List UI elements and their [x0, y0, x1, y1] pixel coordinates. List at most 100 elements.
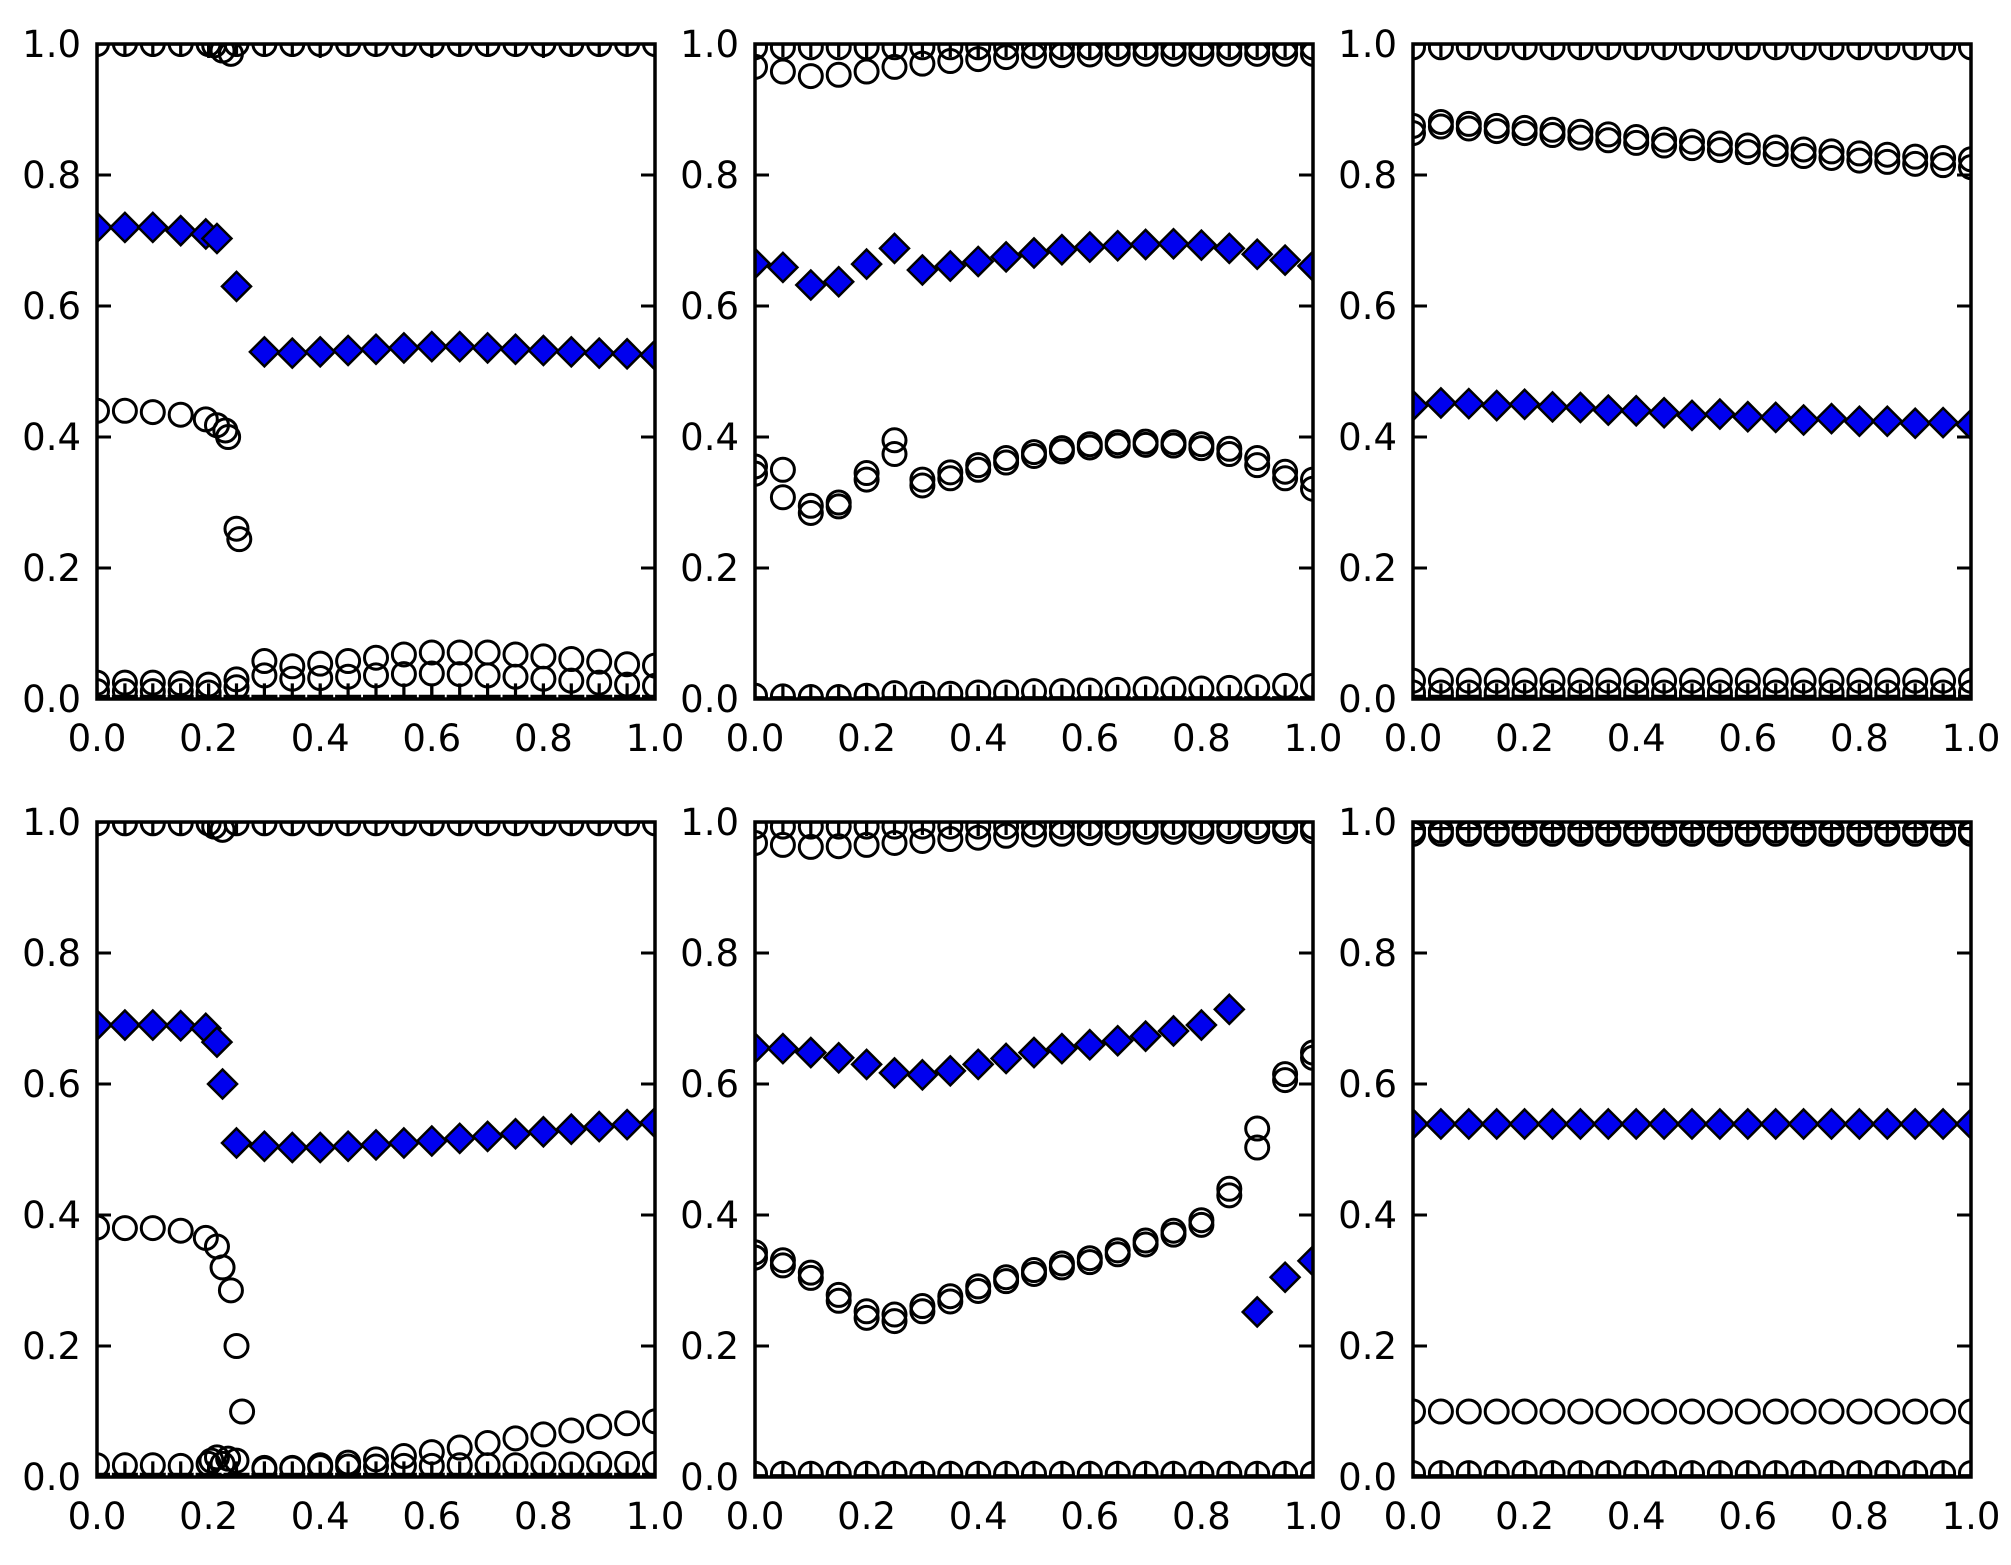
diamond-marker — [1073, 230, 1107, 264]
circle-marker — [1076, 822, 1103, 847]
circle-marker — [937, 822, 964, 840]
circle-marker — [1958, 822, 1971, 847]
circle-marker — [1818, 138, 1845, 165]
diamond-marker — [822, 265, 855, 299]
x-tick-label: 0.2 — [1495, 717, 1554, 760]
circle-marker — [558, 44, 585, 57]
diamond-marker — [1703, 397, 1737, 431]
diamond-marker — [248, 1129, 281, 1163]
circle-marker — [1930, 679, 1957, 699]
plus-marker — [167, 1461, 194, 1477]
circle-marker — [642, 652, 655, 679]
circle-marker — [909, 827, 936, 854]
circle-marker — [1511, 1460, 1538, 1477]
circle-marker — [1216, 822, 1243, 845]
circle-marker — [1623, 1398, 1650, 1425]
circle-marker — [825, 1460, 852, 1477]
diamond-marker — [1157, 1014, 1190, 1048]
diamond-marker — [1185, 1008, 1218, 1042]
plus-marker — [279, 683, 306, 699]
axes-border — [753, 820, 1315, 1479]
circle-marker — [825, 833, 852, 860]
circle-marker — [1272, 1061, 1299, 1088]
plus-marker — [1021, 822, 1047, 835]
plus-marker — [111, 683, 138, 699]
diamond-marker — [387, 1126, 421, 1160]
circle-marker — [1623, 1460, 1650, 1477]
circle-marker — [797, 492, 824, 519]
circle-marker — [111, 1215, 138, 1242]
circle-marker — [769, 456, 796, 483]
circle-marker — [853, 58, 880, 85]
subplot-bottom-middle: 0.0 0.2 0.4 0.6 0.8 1.0 0.0 0.2 0.4 0.6 0.8 1.0 — [680, 801, 1342, 1538]
circle-marker — [1160, 822, 1187, 845]
plot-area-top-right — [1413, 44, 1971, 699]
diamond-marker — [1240, 1295, 1274, 1329]
circle-marker — [909, 472, 936, 499]
plus-marker — [223, 1461, 250, 1477]
circle-marker — [418, 1452, 445, 1477]
circle-marker — [1958, 154, 1971, 181]
plus-marker — [614, 1461, 641, 1477]
circle-marker — [1244, 1115, 1271, 1142]
y-tick-label: 0.2 — [22, 547, 81, 590]
diamond-marker — [1424, 386, 1458, 420]
diamond-marker — [610, 1108, 644, 1141]
plus-marker — [111, 822, 138, 835]
diamond-marker — [1296, 1244, 1313, 1278]
circle-marker — [881, 822, 908, 840]
series-circle-mid — [97, 397, 253, 553]
circle-marker — [446, 661, 473, 688]
circle-marker — [446, 44, 473, 57]
series-diamond-mid — [755, 993, 1313, 1329]
circle-marker — [1413, 822, 1426, 847]
plus-marker — [1455, 44, 1482, 57]
plus-marker — [797, 44, 824, 57]
diamond-marker — [794, 1036, 828, 1069]
circle-marker — [1511, 1398, 1538, 1425]
circle-marker — [390, 641, 417, 668]
circle-marker — [853, 822, 880, 840]
circle-marker — [937, 465, 964, 492]
tick-labels: 0.0 0.2 0.4 0.6 0.8 1.0 0.0 0.2 0.4 0.6 0.8 1.0 — [680, 23, 1342, 760]
circle-marker — [1427, 679, 1454, 699]
plus-marker — [1930, 44, 1957, 57]
circle-marker — [1483, 679, 1510, 699]
x-tick-label: 0.2 — [179, 717, 238, 760]
circle-marker — [1021, 44, 1047, 61]
plus-marker — [558, 1461, 585, 1477]
circle-marker — [1483, 1398, 1510, 1425]
circle-marker — [1132, 1460, 1159, 1477]
circle-marker — [1874, 148, 1901, 175]
y-tick-label: 0.4 — [22, 416, 81, 459]
circle-marker — [909, 50, 936, 77]
circle-marker — [97, 397, 110, 424]
tick-labels: 0.0 0.2 0.4 0.6 0.8 1.0 0.0 0.2 0.4 0.6 0.8 1.0 — [22, 801, 684, 1538]
circle-marker — [1790, 1398, 1817, 1425]
diamond-marker — [471, 331, 504, 365]
circle-marker — [909, 44, 936, 61]
circle-marker — [755, 822, 768, 840]
x-tick-label: 0.0 — [68, 717, 127, 760]
y-tick-label: 0.0 — [680, 678, 739, 721]
circle-marker — [1874, 1398, 1901, 1425]
circle-marker — [1160, 44, 1187, 61]
series-diamond-mid — [97, 211, 655, 372]
plus-marker — [1132, 822, 1159, 835]
circle-marker — [1651, 1398, 1678, 1425]
x-tick-label: 0.2 — [1495, 1495, 1554, 1538]
plus-marker — [1679, 683, 1705, 699]
plus-marker — [279, 44, 306, 57]
x-tick-label: 0.4 — [949, 717, 1008, 760]
circle-marker — [215, 1445, 242, 1472]
y-tick-label: 0.0 — [22, 1456, 81, 1499]
circle-marker — [965, 1277, 992, 1304]
circle-marker — [446, 1434, 473, 1461]
diamond-marker — [108, 1008, 142, 1042]
circle-marker — [1679, 1460, 1705, 1477]
plus-marker — [1216, 44, 1243, 57]
circle-marker — [1188, 1211, 1215, 1238]
circle-marker — [1483, 1460, 1510, 1477]
diamond-marker — [499, 332, 532, 366]
circle-marker — [965, 44, 992, 61]
